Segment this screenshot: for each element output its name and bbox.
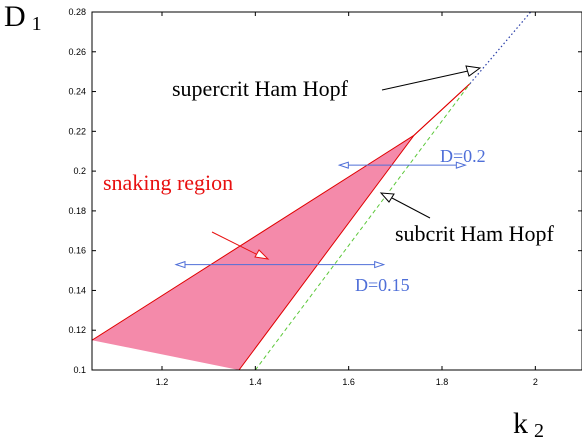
snaking-pointer-arrow	[211, 231, 270, 260]
parameter-path-arrow-right-1	[374, 260, 386, 269]
x-tick-label: 1.4	[249, 377, 262, 387]
y-axis-label-main: D	[4, 0, 26, 33]
snaking-region-fill	[92, 83, 470, 370]
supercrit-pointer-arrow	[381, 65, 482, 91]
y-tick-label: 0.12	[68, 325, 86, 335]
y-tick-label: 0.2	[73, 166, 86, 176]
y-tick-label: 0.28	[68, 7, 86, 17]
path-label-d-0.15: D=0.15	[355, 275, 410, 295]
y-tick-label: 0.14	[68, 285, 86, 295]
subcrit-pointer-arrow	[379, 192, 431, 219]
plot-frame	[91, 11, 582, 371]
parameter-path-arrow-left-1	[174, 260, 186, 269]
supercritical-hopf-line	[469, 12, 532, 84]
x-axis-label-main: k	[513, 407, 528, 440]
y-axis-label-subscript: 1	[32, 13, 42, 35]
x-tick-label: 1.6	[342, 377, 355, 387]
snaking-lower-boundary-line	[238, 83, 471, 370]
parameter-path-arrow-left-0	[337, 161, 349, 169]
x-tick-label: 1.2	[156, 377, 169, 387]
y-tick-label: 0.26	[68, 47, 86, 57]
parameter-path-arrow-right-0	[455, 161, 467, 169]
subcrit-hopf-annotation: subcrit Ham Hopf	[395, 221, 555, 246]
y-tick-label: 0.22	[68, 126, 86, 136]
x-axis-label-subscript: 2	[534, 420, 544, 441]
supercrit-hopf-annotation: supercrit Ham Hopf	[172, 76, 349, 101]
x-tick-label: 2	[533, 377, 538, 387]
y-tick-label: 0.16	[68, 246, 86, 256]
path-label-d-0.2: D=0.2	[440, 146, 486, 166]
subcritical-hopf-line	[254, 83, 471, 370]
y-tick-label: 0.24	[68, 87, 86, 97]
x-tick-label: 1.8	[436, 377, 449, 387]
snaking-region-annotation: snaking region	[103, 170, 233, 195]
y-tick-label: 0.18	[68, 206, 86, 216]
y-tick-label: 0.1	[73, 365, 86, 375]
